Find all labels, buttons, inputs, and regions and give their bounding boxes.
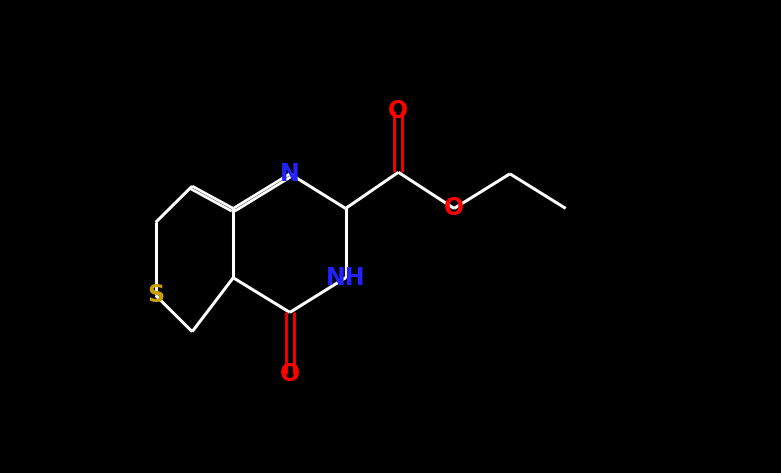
- Text: O: O: [444, 196, 464, 220]
- Text: O: O: [388, 99, 408, 123]
- Text: N: N: [280, 162, 300, 186]
- Text: O: O: [280, 362, 300, 386]
- Text: NH: NH: [326, 266, 366, 290]
- Text: S: S: [147, 283, 164, 307]
